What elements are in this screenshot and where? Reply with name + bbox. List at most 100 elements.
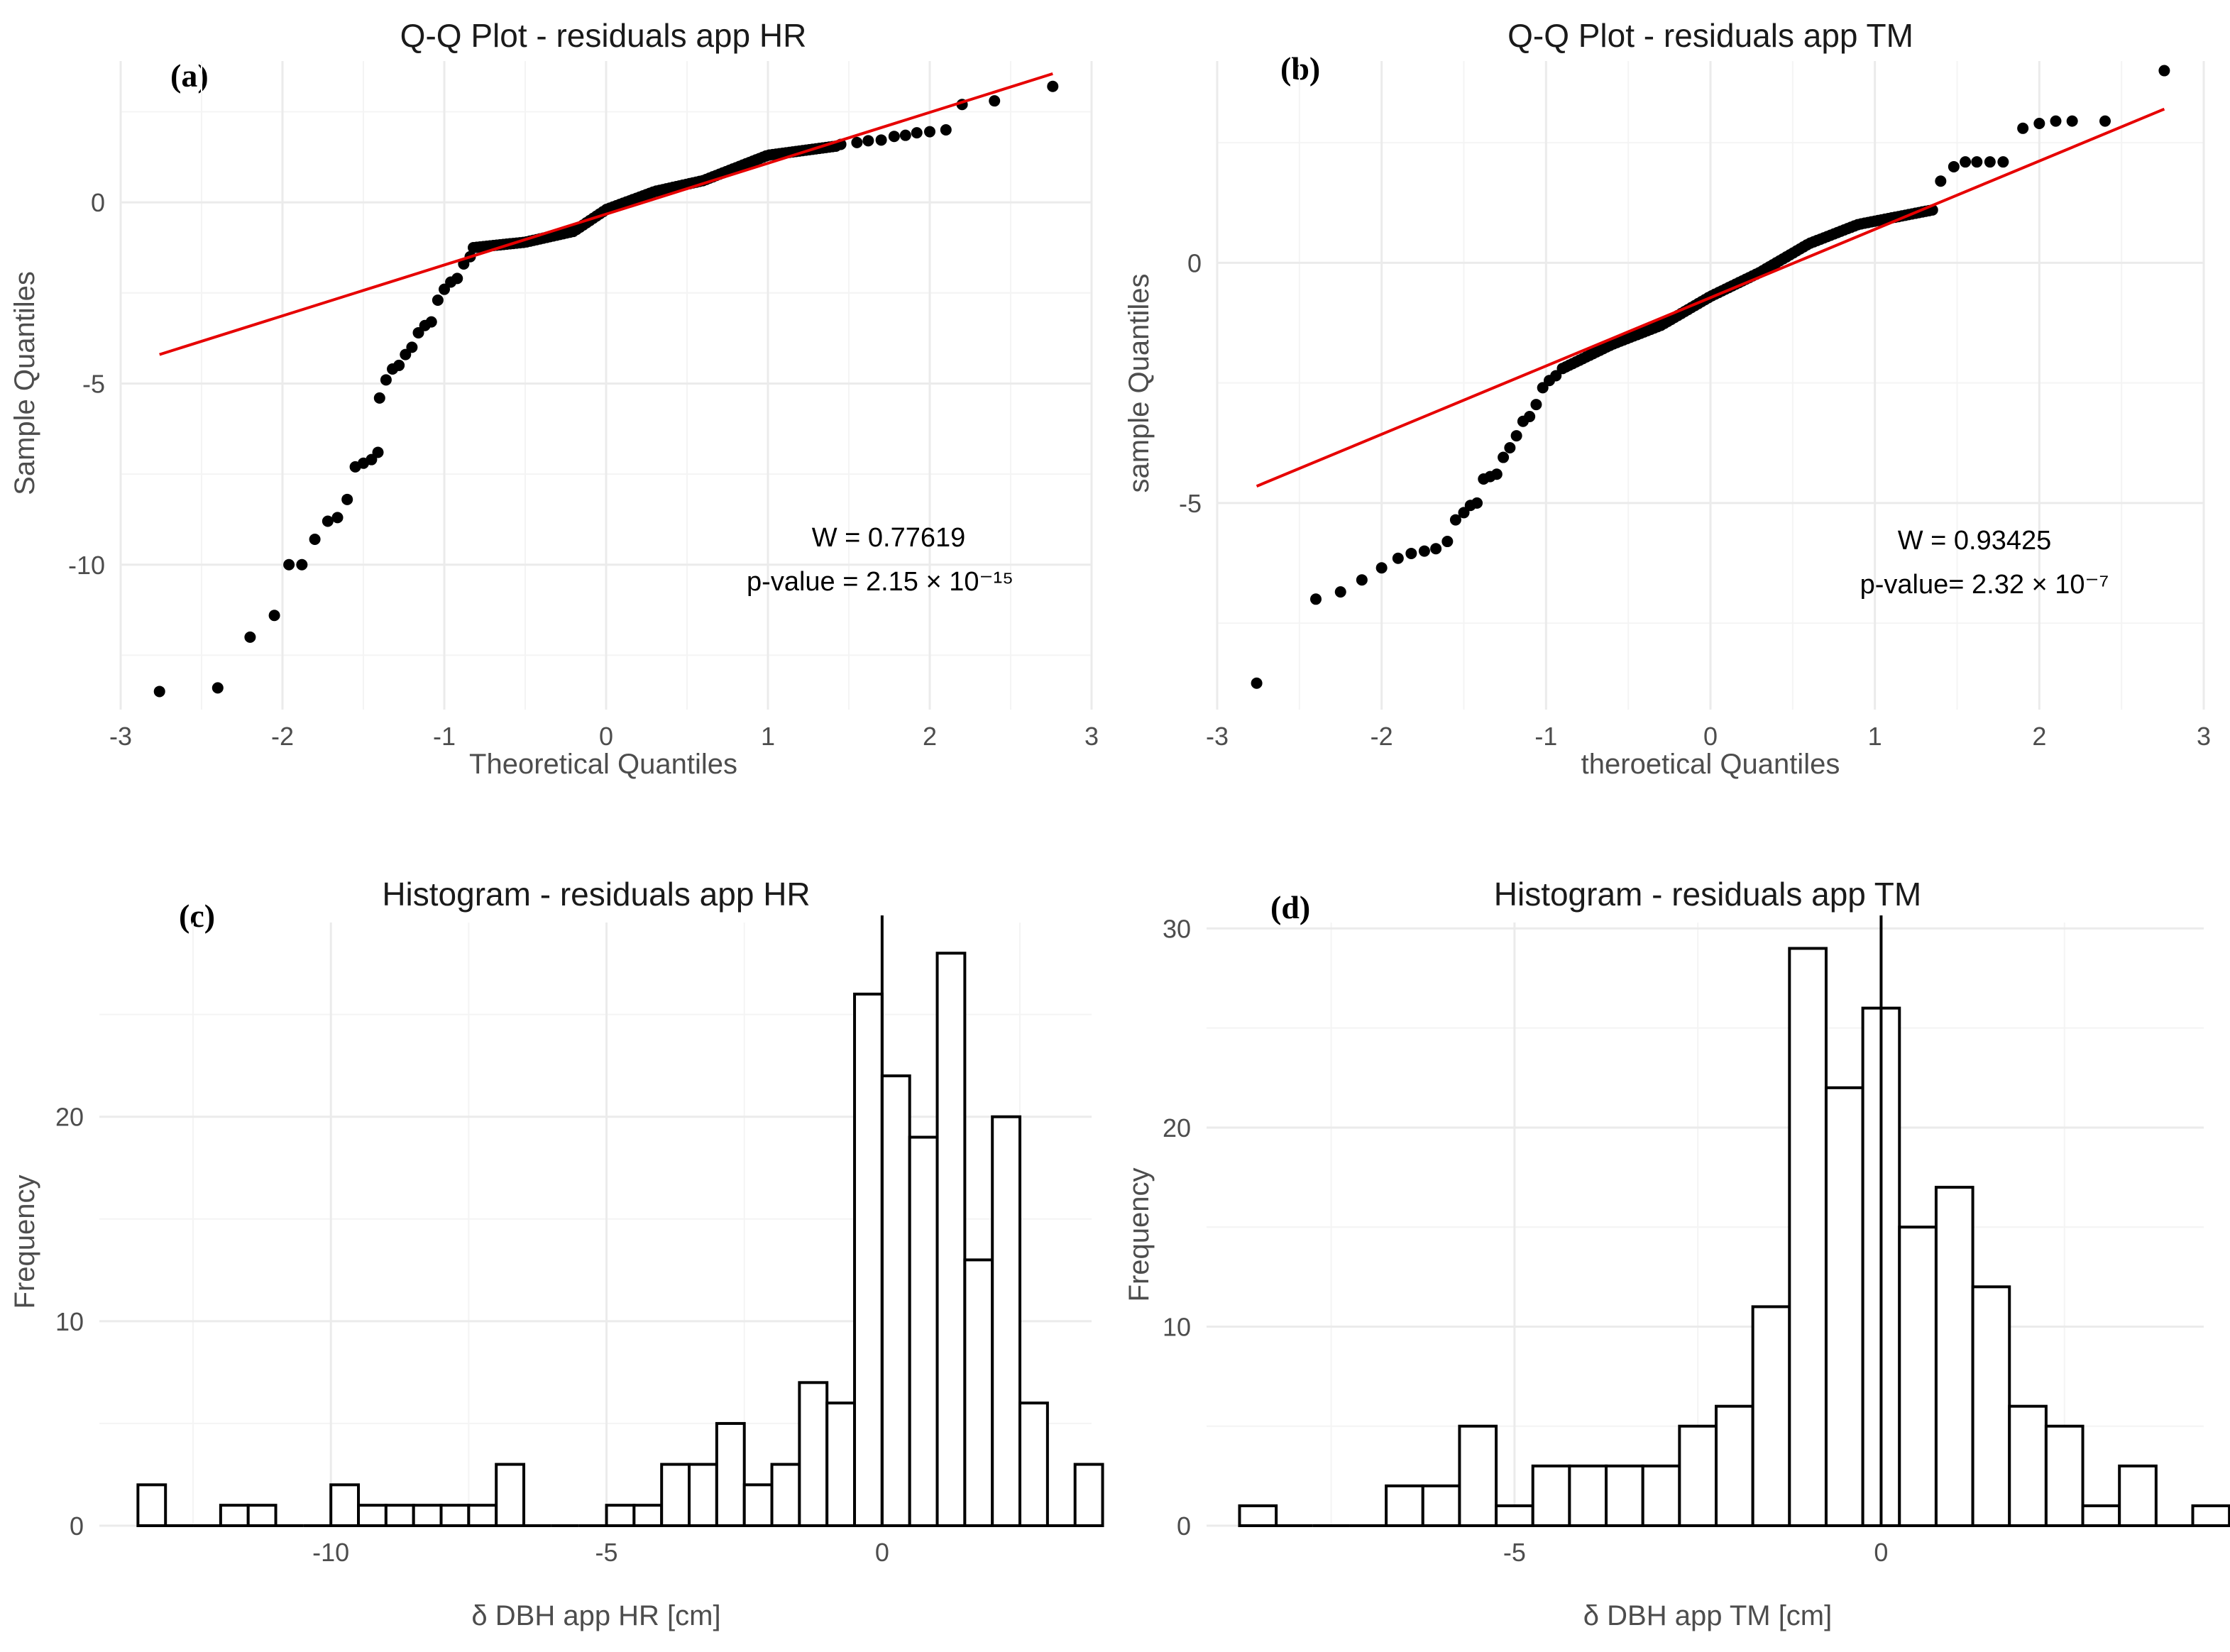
panel-a-w-statistic: W = 0.77619 <box>812 523 966 553</box>
panel-c-x-tick-label: -10 <box>312 1538 349 1567</box>
panel-d-histogram-bar <box>1385 1484 1424 1527</box>
panel-c-histogram-bar <box>660 1463 691 1528</box>
panel-a-data-point <box>153 685 165 698</box>
panel-d-histogram-bar <box>1531 1464 1571 1527</box>
panel-a-qq-plot-hr: Q-Q Plot - residuals app HR (a) -3 -2 -1 0 1… <box>9 17 1099 780</box>
panel-c-histogram-bar <box>908 1135 939 1527</box>
panel-b-data-point <box>1510 430 1522 442</box>
panel-d-histogram-bar <box>1824 1086 1864 1527</box>
panel-a-data-point <box>1047 80 1059 92</box>
panel-b-title: Q-Q Plot - residuals app TM <box>1507 17 1913 54</box>
panel-c-histogram-bar <box>329 1483 361 1527</box>
panel-b-w-statistic: W = 0.93425 <box>1898 526 2052 556</box>
panel-a-x-ticks: -3 -2 -1 0 1 2 3 <box>109 722 1099 751</box>
panel-d-y-ticks: 0 10 20 30 <box>1163 914 1191 1541</box>
panel-c-histogram-bar <box>605 1504 636 1528</box>
panel-a-data-point <box>283 558 295 571</box>
panel-b-p-value: p-value= 2.32 × 10⁻⁷ <box>1860 570 2109 600</box>
panel-a-data-point <box>911 127 923 139</box>
panel-a-x-tick-label: 2 <box>923 722 937 751</box>
panel-c-y-axis-title: Frequency <box>9 1175 40 1309</box>
panel-c-histogram-bar <box>357 1504 388 1528</box>
panel-a-data-point <box>862 135 874 147</box>
panel-a-x-tick-label: 0 <box>599 722 613 751</box>
panel-c-x-axis-title: δ DBH app HR [cm] <box>471 1600 720 1631</box>
panel-a-x-tick-label: 3 <box>1084 722 1099 751</box>
panel-b-x-tick-label: 1 <box>1868 722 1882 751</box>
panel-a-data-point <box>439 283 450 295</box>
panel-a-y-ticks: -10 -5 0 <box>68 188 105 580</box>
panel-a-x-tick-label: -2 <box>271 722 294 751</box>
panel-b-y-tick-label: -5 <box>1179 489 1202 518</box>
panel-b-data-point <box>1334 586 1346 598</box>
panel-c-histogram-bar <box>1073 1463 1104 1528</box>
panel-a-data-point <box>400 348 412 360</box>
panel-a-title: Q-Q Plot - residuals app HR <box>400 17 807 54</box>
panel-d-y-tick-label: 20 <box>1163 1113 1191 1142</box>
panel-a-data-point <box>875 134 887 146</box>
panel-a-y-tick-label: -10 <box>68 551 105 580</box>
panel-d-histogram-bar <box>1421 1484 1461 1527</box>
panel-d-x-ticks: -5 0 <box>1503 1538 1889 1567</box>
panel-a-y-axis-title: Sample Quantiles <box>9 271 40 495</box>
panel-d-histogram-bar <box>2191 1504 2230 1528</box>
panel-d-histogram-bar <box>1568 1464 1608 1527</box>
panel-c-histogram-bar <box>495 1463 526 1528</box>
panel-c-histogram-bar <box>467 1504 498 1528</box>
panel-a-marks <box>153 72 1059 698</box>
panel-c-label: (c) <box>179 898 215 934</box>
panel-c-histogram-bar <box>136 1483 167 1527</box>
panel-b-marks <box>1251 65 2170 689</box>
panel-c-histogram-bar <box>825 1402 857 1528</box>
panel-d-y-tick-label: 0 <box>1177 1511 1191 1541</box>
panel-a-data-point <box>380 374 392 386</box>
panel-c-histogram-bar <box>715 1421 746 1528</box>
panel-d-histogram-bar <box>1495 1504 1534 1528</box>
panel-a-data-point <box>373 392 385 404</box>
panel-c-x-ticks: -10 -5 0 <box>312 1538 889 1567</box>
panel-d-y-tick-label: 10 <box>1163 1312 1191 1341</box>
panel-b-data-point <box>1449 514 1461 526</box>
panel-d-y-axis-title: Frequency <box>1124 1168 1155 1302</box>
panel-b-data-point <box>1971 156 1983 168</box>
panel-d-x-tick-label: -5 <box>1503 1538 1526 1567</box>
panel-c-y-ticks: 0 10 20 <box>55 1103 84 1541</box>
panel-c-histogram-bar <box>384 1504 415 1528</box>
panel-b-x-ticks: -3 -2 -1 0 1 2 3 <box>1206 722 2211 751</box>
panel-d-histogram-bar <box>1788 947 1828 1527</box>
panel-b-x-tick-label: 0 <box>1703 722 1718 751</box>
panel-c-y-tick-label: 0 <box>70 1511 84 1541</box>
panel-a-x-axis-title: Theoretical Quantiles <box>469 749 737 780</box>
panel-b-x-tick-label: 2 <box>2032 722 2046 751</box>
panel-a-data-point <box>268 610 280 622</box>
panel-b-x-tick-label: -1 <box>1534 722 1557 751</box>
panel-c-histogram-bar <box>412 1504 443 1528</box>
panel-d-histogram-bar <box>1751 1305 1791 1528</box>
panel-a-data-point <box>989 95 1001 107</box>
panel-b-data-point <box>2099 115 2111 127</box>
panel-b-x-tick-label: -3 <box>1206 722 1229 751</box>
panel-b-data-point <box>1537 382 1549 394</box>
panel-b-data-point <box>2033 118 2045 130</box>
panel-d-histogram-bar <box>1458 1424 1498 1527</box>
panel-d-histogram-bar <box>1934 1186 1974 1527</box>
panel-b-label: (b) <box>1280 50 1320 87</box>
panel-a-x-tick-label: -1 <box>433 722 456 751</box>
panel-d-histogram-bar <box>2118 1464 2158 1527</box>
panel-a-data-point <box>412 326 424 338</box>
panel-d-histogram-bar <box>1678 1424 1718 1527</box>
panel-a-data-point <box>432 294 444 307</box>
panel-a-label: (a) <box>170 57 209 94</box>
panel-b-data-point <box>1530 399 1542 411</box>
panel-d-title: Histogram - residuals app TM <box>1494 876 1921 913</box>
panel-d-marks <box>1238 915 2230 1528</box>
panel-c-histogram-bar <box>688 1463 718 1528</box>
panel-b-data-point <box>1458 507 1470 519</box>
panel-b-data-point <box>1498 451 1510 463</box>
panel-d-histogram-bar <box>2081 1504 2121 1528</box>
panel-c-y-tick-label: 20 <box>55 1103 84 1132</box>
panel-a-x-tick-label: -3 <box>109 722 132 751</box>
panel-b-data-point <box>1471 497 1483 509</box>
panel-a-data-point <box>851 136 863 148</box>
panel-d-histogram-bar <box>1641 1464 1681 1527</box>
